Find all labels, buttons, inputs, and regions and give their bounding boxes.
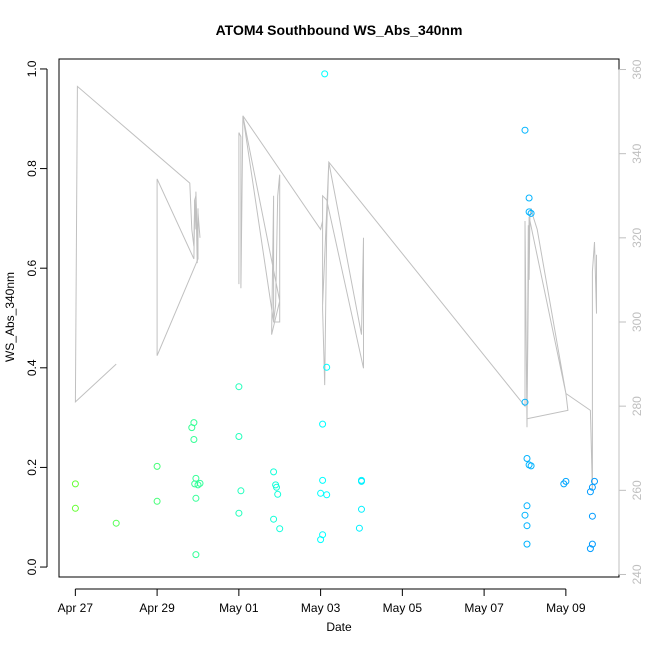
data-point	[153, 462, 161, 470]
data-point	[523, 522, 531, 530]
data-point	[525, 208, 533, 216]
data-point	[317, 536, 325, 544]
data-point	[190, 436, 198, 443]
x-tick-label: May 09	[546, 601, 586, 615]
y-tick-label: 0.2	[25, 459, 39, 476]
data-point	[270, 468, 278, 476]
data-point	[112, 519, 120, 527]
series-line	[74, 85, 201, 404]
data-point	[588, 512, 596, 520]
data-point	[525, 194, 533, 202]
data-point	[235, 509, 243, 517]
right-y-tick-label: 320	[630, 228, 644, 248]
data-point	[358, 477, 365, 485]
x-tick-label: Apr 27	[58, 601, 94, 615]
data-point	[521, 511, 529, 519]
data-point	[71, 480, 79, 488]
right-y-tick-label: 360	[630, 59, 644, 79]
data-point	[194, 481, 202, 489]
data-point	[588, 483, 596, 491]
data-point	[192, 551, 200, 559]
data-point	[586, 488, 594, 496]
data-point	[192, 494, 200, 502]
data-point	[235, 433, 243, 440]
data-point	[317, 489, 325, 497]
data-point	[523, 455, 531, 462]
y-tick-label: 0.6	[25, 260, 39, 277]
right-y-tick-label: 300	[630, 312, 644, 332]
data-point	[273, 483, 280, 491]
x-tick-label: Apr 29	[139, 601, 175, 615]
x-tick-label: May 03	[301, 601, 341, 615]
right-y-axis: 240 260 280 300 320 340 360	[618, 59, 644, 584]
data-point	[319, 420, 327, 428]
data-point	[190, 419, 198, 427]
points-layer	[71, 70, 598, 559]
chart-title: ATOM4 Southbound WS_Abs_340nm	[216, 22, 463, 38]
data-point	[591, 477, 598, 485]
x-axis-title: Date	[326, 620, 352, 634]
data-point	[562, 477, 570, 485]
y-tick-label: 1.0	[25, 60, 39, 77]
data-point	[521, 126, 529, 134]
data-point	[586, 545, 594, 553]
y-axis: 0.0 0.2 0.4 0.6 0.8 1.0	[25, 60, 48, 575]
data-point	[521, 398, 529, 406]
right-y-tick-label: 240	[630, 564, 644, 584]
lines-layer	[74, 85, 597, 491]
data-point	[355, 524, 363, 532]
data-point	[192, 474, 200, 482]
x-axis: Apr 27 Apr 29 May 01 May 03 May 05 May 07 May …	[58, 588, 586, 615]
data-point	[527, 462, 535, 470]
data-point	[588, 540, 596, 548]
data-point	[153, 497, 161, 505]
right-y-tick-label: 280	[630, 396, 644, 416]
plot-frame	[58, 58, 620, 578]
data-point	[523, 540, 531, 548]
data-point	[196, 479, 204, 487]
y-axis-title: WS_Abs_340nm	[3, 272, 17, 362]
data-point	[274, 490, 282, 498]
data-point	[276, 525, 284, 533]
x-tick-label: May 05	[383, 601, 423, 615]
data-point	[321, 70, 329, 78]
y-tick-label: 0.8	[25, 160, 39, 177]
y-tick-label: 0.0	[25, 558, 39, 575]
data-point	[237, 487, 245, 495]
data-point	[323, 491, 331, 499]
data-point	[319, 476, 327, 484]
x-tick-label: May 01	[219, 601, 259, 615]
data-point	[71, 504, 79, 512]
data-point	[235, 383, 243, 391]
right-y-tick-label: 260	[630, 480, 644, 500]
y-tick-label: 0.4	[25, 359, 39, 376]
right-y-tick-label: 340	[630, 143, 644, 163]
series-line	[238, 115, 597, 491]
series-line	[156, 178, 199, 356]
data-point	[523, 502, 531, 510]
data-point	[527, 209, 535, 217]
data-point	[358, 505, 365, 513]
x-tick-label: May 07	[464, 601, 504, 615]
data-point	[270, 515, 278, 523]
data-point	[323, 363, 331, 371]
